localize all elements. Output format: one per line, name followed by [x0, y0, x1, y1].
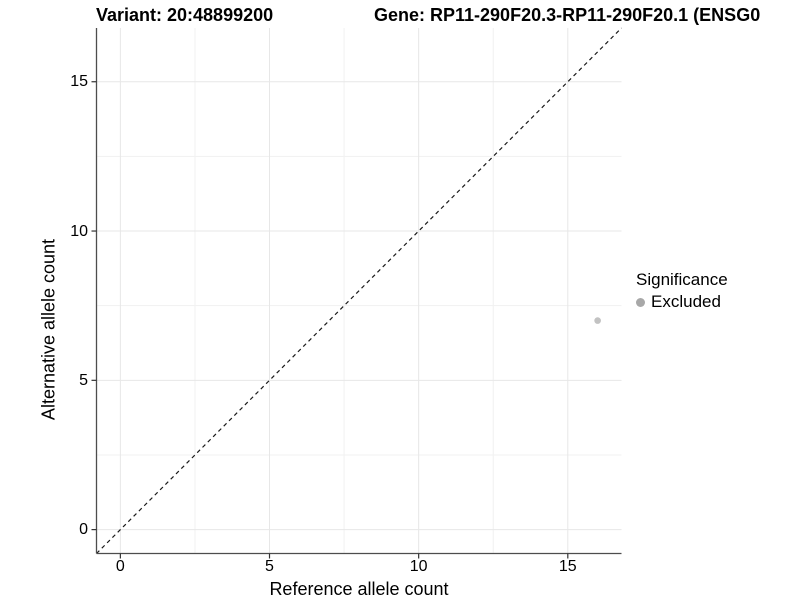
gene-title: Gene: RP11-290F20.3-RP11-290F20.1 (ENSG0 — [374, 5, 761, 25]
y-tick-label: 0 — [79, 521, 88, 539]
x-tick-label: 15 — [558, 558, 577, 575]
x-tick-label: 0 — [115, 558, 125, 575]
variant-title: Variant: 20:48899200 — [96, 5, 274, 25]
y-tick-label: 5 — [79, 371, 88, 389]
legend-key-dot-icon — [636, 297, 645, 307]
x-tick-label: 5 — [265, 558, 274, 575]
y-tick-label: 10 — [70, 222, 88, 240]
identity-dashed-line — [96, 27, 622, 554]
y-tick-label: 15 — [70, 73, 88, 91]
legend-item-excluded: Excluded — [636, 292, 728, 312]
data-point — [594, 317, 601, 324]
legend-title: Significance — [636, 270, 728, 289]
y-axis-title: Alternative allele count — [38, 238, 59, 421]
legend: Significance Excluded — [636, 270, 728, 312]
legend-item-label: Excluded — [651, 292, 721, 311]
x-tick-label: 10 — [409, 558, 428, 575]
x-axis-title: Reference allele count — [269, 579, 449, 599]
